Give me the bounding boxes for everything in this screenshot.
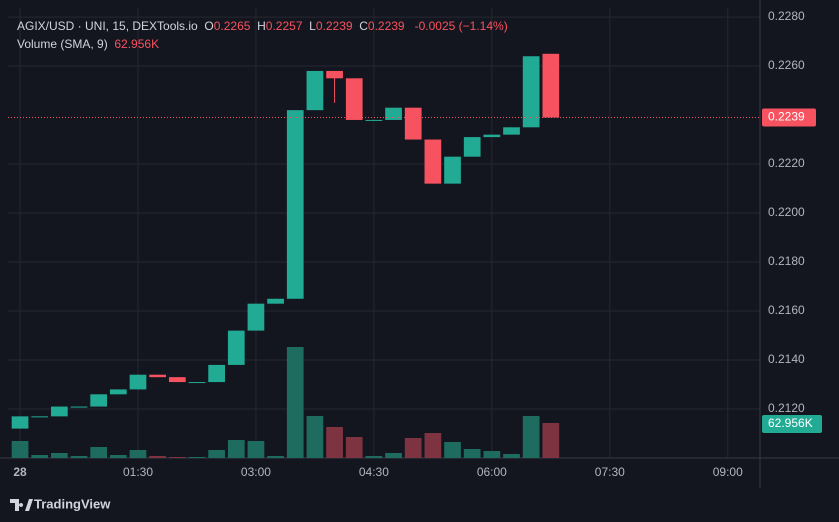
ohlc-value: 0.2239 (315, 19, 353, 33)
y-tick-label: 0.2180 (768, 254, 805, 268)
volume-bar (542, 423, 560, 458)
symbol: AGIX/USD · UNI, 15, DEXTools.io (17, 19, 198, 33)
volume-bar (247, 441, 265, 458)
candle-body (306, 70, 324, 111)
candle-body (326, 70, 343, 79)
candle-body (385, 107, 402, 120)
candle-body (188, 382, 206, 384)
ohlc-value: 0.2239 (367, 19, 405, 33)
brand-logo (10, 499, 33, 511)
candle-body (90, 394, 108, 407)
volume-bar (345, 437, 363, 458)
candle-body (11, 416, 29, 429)
candle-body (542, 53, 560, 118)
legend: AGIX/USD · UNI, 15, DEXTools.io O0.2265 … (17, 17, 508, 53)
candle-body (463, 137, 481, 157)
x-tick-label: 01:30 (123, 465, 153, 479)
candle-body (50, 406, 68, 417)
volume-bar (326, 427, 343, 458)
y-tick-label: 0.2120 (768, 401, 805, 415)
candle-body (267, 298, 284, 304)
volume-bar (503, 454, 520, 458)
ohlc-label: H (257, 19, 266, 33)
change: -0.0025 (−1.14%) (414, 19, 508, 33)
ohlc-label: L (309, 19, 316, 33)
candle-body (129, 374, 147, 390)
volume-bar (11, 441, 29, 458)
volume-bar (188, 457, 206, 458)
y-tick-label: 0.2200 (768, 205, 805, 219)
candle-body (503, 127, 520, 135)
last-price-label: 0.2239 (768, 110, 805, 124)
y-tick-label: 0.2280 (768, 9, 805, 23)
volume-bar (267, 456, 284, 458)
candle-body (404, 107, 422, 140)
volume-bar (404, 438, 422, 458)
volume-bar (109, 455, 127, 458)
volume-bar (208, 450, 225, 458)
candle-body (227, 330, 245, 365)
volume-bar (522, 416, 540, 458)
candle-body (31, 416, 49, 418)
volume-bar (149, 456, 167, 458)
candle-body (149, 374, 167, 378)
candle-body (345, 78, 363, 120)
volume-bar (168, 457, 186, 458)
ohlc: O0.2265 H0.2257 L0.2239 C0.2239 (204, 19, 411, 33)
volume-bar (365, 456, 383, 458)
candle-body (522, 56, 540, 128)
x-tick-label: 09:00 (713, 465, 743, 479)
volume-axis-label: 62.956K (768, 416, 813, 430)
volume-bar (50, 453, 68, 458)
volume-bar (463, 449, 481, 458)
volume-bar (385, 453, 402, 458)
candle-body (483, 134, 501, 138)
candle-body (365, 119, 383, 121)
candle-body (424, 139, 442, 184)
candle-body (208, 364, 225, 383)
x-tick-label: 06:00 (477, 465, 507, 479)
y-tick-label: 0.2140 (768, 352, 805, 366)
volume-bar (129, 450, 147, 458)
volume-bar (483, 451, 501, 458)
volume-sma: 62.956K (114, 37, 160, 51)
candle-body (444, 156, 461, 184)
volume-bar (424, 433, 442, 458)
ohlc-value: 0.2257 (265, 19, 303, 33)
candle-body (286, 110, 304, 299)
volume-bar (227, 440, 245, 458)
volume-bar (286, 347, 304, 458)
volume-legend: Volume (SMA, 9) 62.956K (17, 35, 508, 53)
x-tick-label: 04:30 (359, 465, 389, 479)
ohlc-label: C (359, 19, 368, 33)
candle-body (247, 303, 265, 331)
price-legend: AGIX/USD · UNI, 15, DEXTools.io O0.2265 … (17, 17, 508, 35)
candle-body (109, 389, 127, 395)
ohlc-label: O (204, 19, 214, 33)
y-tick-label: 0.2260 (768, 58, 805, 72)
volume-bar (70, 456, 88, 458)
x-tick-label: 07:30 (595, 465, 625, 479)
volume-bar (444, 442, 461, 458)
volume-bar (31, 455, 49, 458)
y-tick-label: 0.2220 (768, 156, 805, 170)
y-tick-label: 0.2160 (768, 303, 805, 317)
candle-body (168, 377, 186, 383)
x-tick-label: 03:00 (241, 465, 271, 479)
x-tick-label: 28 (13, 465, 27, 479)
brand-name: TradingView (34, 496, 111, 511)
candle-body (70, 406, 88, 408)
last-price-box (762, 108, 816, 127)
volume-title: Volume (SMA, 9) (17, 37, 108, 51)
volume-box (762, 415, 822, 433)
ohlc-value: 0.2265 (213, 19, 251, 33)
volume-bar (90, 447, 108, 458)
volume-bar (306, 416, 324, 458)
